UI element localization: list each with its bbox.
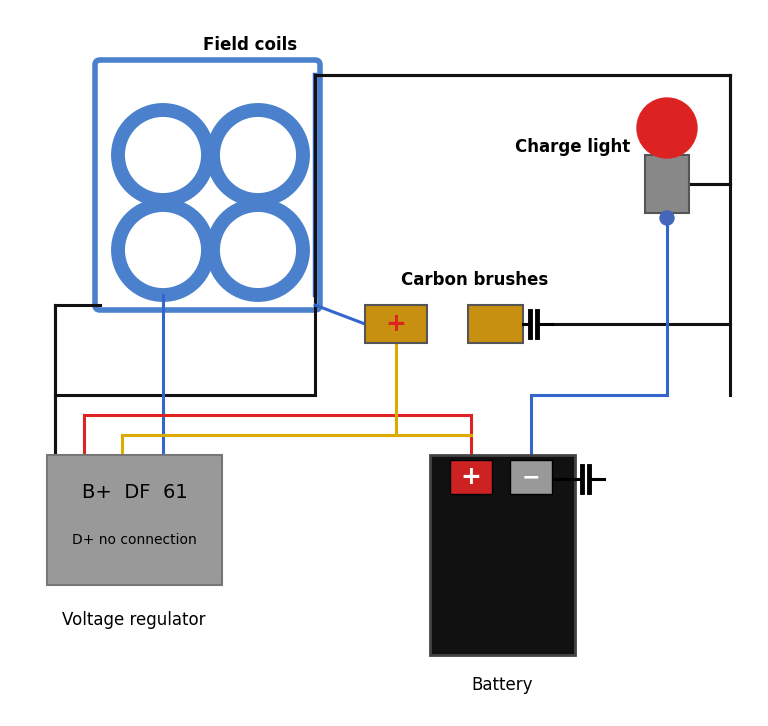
Text: Battery: Battery (472, 676, 533, 694)
Text: Field coils: Field coils (203, 36, 297, 54)
FancyBboxPatch shape (95, 60, 320, 310)
Bar (510, 460, 552, 494)
Text: Voltage regulator: Voltage regulator (62, 611, 206, 629)
Circle shape (637, 98, 697, 158)
Bar (365, 305, 427, 343)
Text: Carbon brushes: Carbon brushes (402, 271, 548, 289)
Bar (468, 305, 523, 343)
Bar (450, 460, 492, 494)
Text: +: + (461, 465, 482, 489)
Text: Charge light: Charge light (515, 138, 630, 156)
Text: +: + (386, 312, 406, 336)
Text: D+ no connection: D+ no connection (72, 533, 197, 547)
Bar (645, 155, 689, 213)
Text: B+  DF  61: B+ DF 61 (81, 484, 187, 502)
Circle shape (213, 205, 303, 295)
Circle shape (213, 110, 303, 200)
Circle shape (660, 211, 674, 225)
Bar (430, 455, 575, 655)
Circle shape (118, 205, 208, 295)
Bar (47, 455, 222, 585)
Text: −: − (521, 467, 541, 487)
Circle shape (118, 110, 208, 200)
